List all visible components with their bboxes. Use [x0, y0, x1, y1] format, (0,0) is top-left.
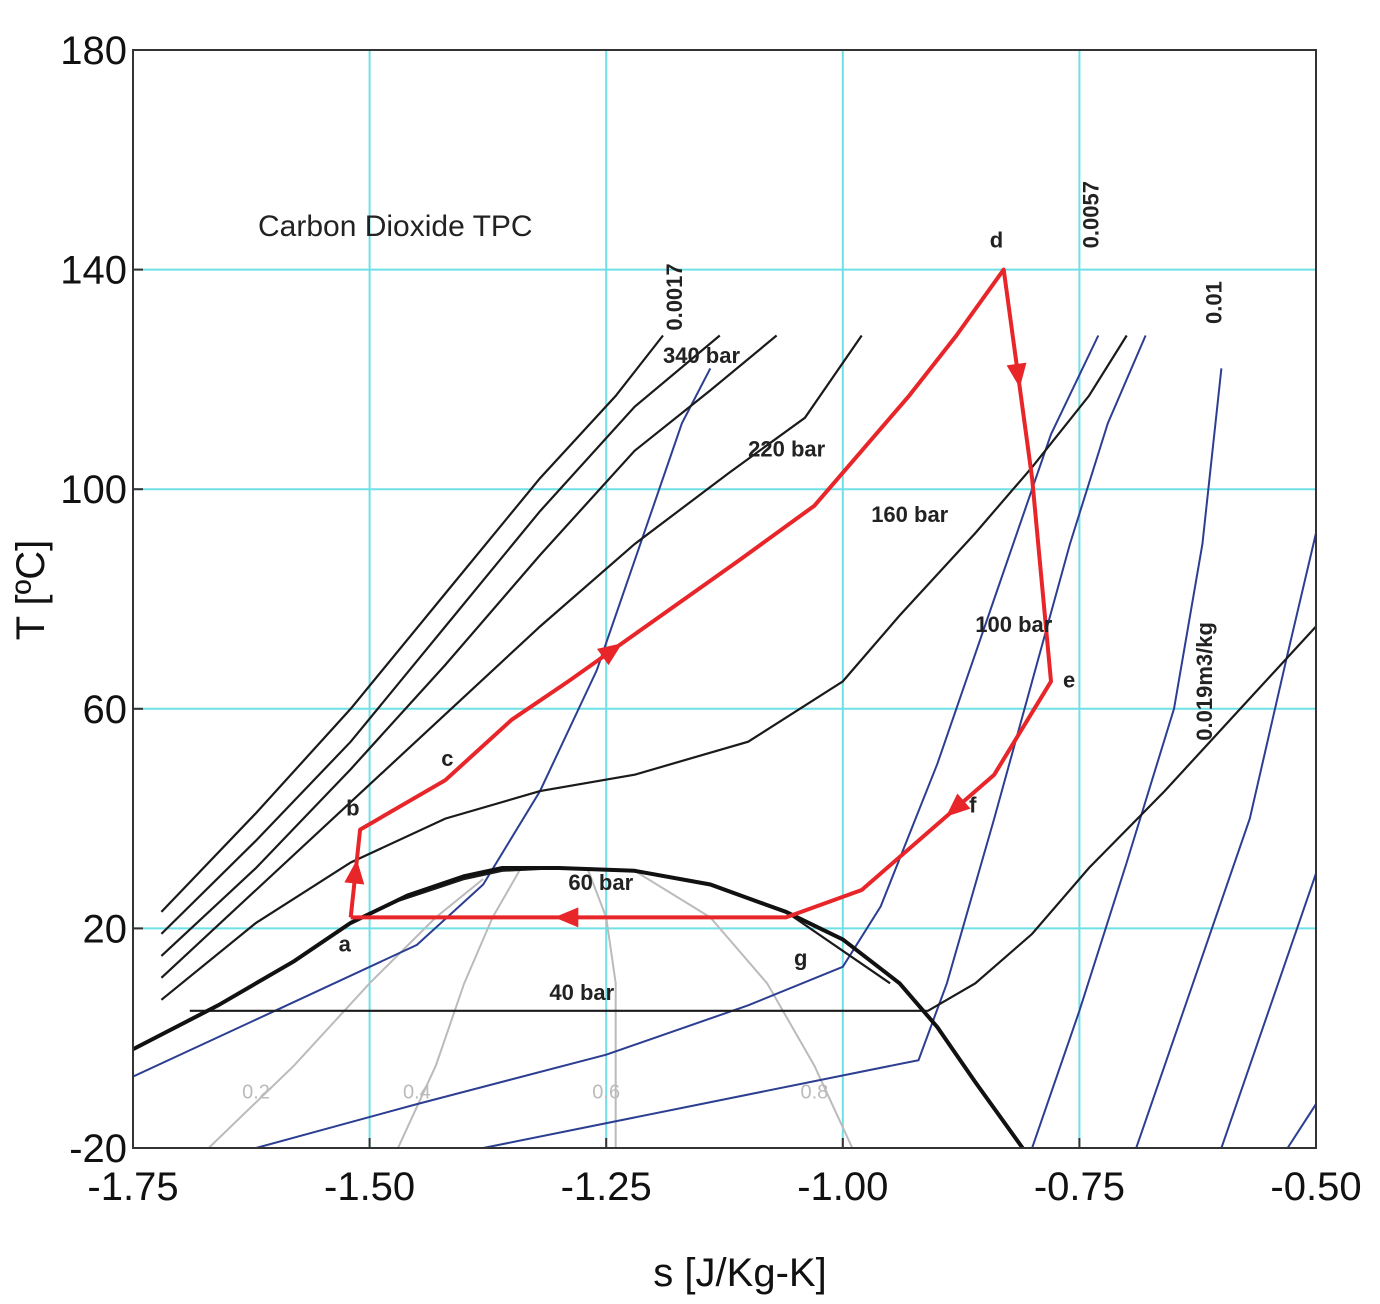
saturation-curve	[133, 866, 1025, 1148]
isochore-label-1: 0.0057	[1078, 181, 1103, 248]
x-tick-label-3: -1.00	[797, 1165, 888, 1209]
isobar-lines	[133, 334, 1316, 1051]
grid-lines	[133, 50, 1316, 1148]
isochore-line-0	[133, 367, 712, 1078]
y-tick-label-1: 20	[83, 907, 128, 951]
quality-line-1	[397, 867, 522, 1148]
state-point-e: e	[1063, 667, 1075, 692]
quality-label-0: 0.2	[242, 1082, 270, 1104]
quality-label-2: 0.6	[592, 1082, 620, 1104]
quality-lines	[208, 867, 854, 1148]
x-tick-label-4: -0.75	[1034, 1165, 1125, 1209]
quality-label-1: 0.4	[403, 1082, 431, 1104]
state-point-g: g	[794, 945, 807, 970]
y-tick-label-5: 180	[60, 29, 127, 73]
isochore-label-2: 0.01	[1201, 281, 1226, 324]
isobar-line-6	[189, 625, 1316, 1012]
isobar-label-2: 160 bar	[871, 502, 948, 527]
cycle-arrow-3	[945, 793, 971, 817]
isobar-label-0: 340 bar	[663, 343, 740, 368]
isochore-lines	[133, 335, 1316, 1148]
y-tick-label-4: 140	[60, 249, 127, 293]
isobar-label-4: 60 bar	[568, 870, 633, 895]
cycle-arrow-2	[1006, 362, 1027, 388]
state-point-d: d	[990, 228, 1003, 253]
x-tick-label-5: -0.50	[1270, 1165, 1361, 1209]
x-tick-label-0: -1.75	[87, 1165, 178, 1209]
saturation-dome	[133, 866, 1025, 1148]
isobar-label-5: 40 bar	[549, 980, 614, 1005]
isobar-line-1	[160, 334, 721, 935]
cycle-line	[348, 267, 1053, 920]
isobar-line-3	[160, 334, 863, 979]
y-axis-label: T [ºC]	[9, 540, 53, 641]
isochore-line-1	[255, 335, 1100, 1148]
plot-frame	[132, 49, 1317, 1149]
y-tick-label-2: 60	[83, 688, 128, 732]
cycle-arrow-4	[554, 907, 579, 928]
isobar-label-3: 100 bar	[975, 612, 1052, 637]
state-point-b: b	[346, 796, 359, 821]
y-tick-label-3: 100	[60, 468, 127, 512]
isochore-line-4	[1135, 532, 1316, 1148]
x-tick-label-1: -1.50	[324, 1165, 415, 1209]
y-tick-label-0: -20	[69, 1127, 127, 1171]
isochore-line-3	[1031, 368, 1223, 1148]
isochore-label-0: 0.0017	[662, 263, 687, 330]
isobar-line-2	[160, 334, 778, 957]
isobar-label-1: 220 bar	[748, 436, 825, 461]
cycle-path	[344, 267, 1053, 928]
isochore-line-6	[1286, 1103, 1316, 1148]
quality-line-3	[634, 869, 854, 1148]
quality-line-2	[586, 867, 617, 1148]
x-axis-label: s [J/Kg-K]	[653, 1251, 826, 1295]
curve-labels: a b c d e f g 340 bar 220 bar 160 bar 100 bar 60 ba…	[242, 181, 1226, 1104]
isobar-line-5	[133, 866, 891, 1051]
quality-line-0	[208, 878, 484, 1148]
axis-ticks: -1.75 -1.50 -1.25 -1.00 -0.75 -0.50 -20 20 60 100…	[60, 29, 1361, 1209]
cycle-arrow-0	[344, 859, 365, 885]
isobar-line-0	[160, 334, 664, 913]
isobar-line-4	[160, 334, 1128, 1001]
state-point-f: f	[969, 793, 977, 818]
isochore-label-3: 0.019m3/kg	[1192, 622, 1217, 741]
x-tick-label-2: -1.25	[561, 1165, 652, 1209]
quality-label-3: 0.8	[801, 1082, 829, 1104]
state-point-c: c	[441, 746, 453, 771]
state-point-a: a	[339, 931, 352, 956]
isochore-line-5	[1220, 873, 1316, 1148]
cycle-arrow-1	[596, 643, 623, 666]
chart-title: Carbon Dioxide TPC	[258, 210, 533, 243]
isochore-line-2	[483, 335, 1147, 1148]
